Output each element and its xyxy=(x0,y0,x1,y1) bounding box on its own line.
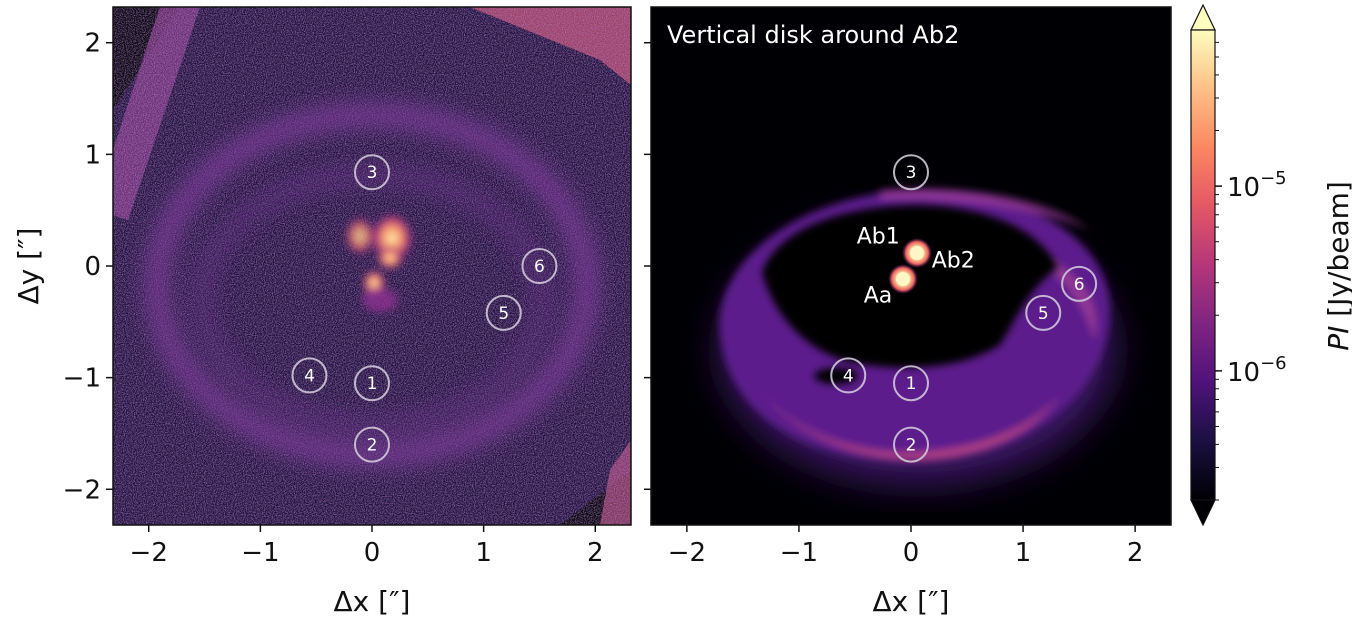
x-tick-label: 2 xyxy=(1127,538,1144,568)
region-label: 6 xyxy=(534,257,545,277)
region-circle xyxy=(354,426,390,463)
left-region-markers: 1 2 3 4 5 6 xyxy=(291,154,558,463)
left-image-panel xyxy=(113,7,631,525)
region-label: 3 xyxy=(367,163,378,183)
x-tick-label: 0 xyxy=(364,538,381,568)
region-marker-1: 1 xyxy=(893,365,929,402)
star-label-aa: Aa xyxy=(864,284,893,309)
colorbar-tick-label: 10−5 xyxy=(1227,168,1287,203)
region-circle xyxy=(1025,294,1062,331)
left-ylabel: Δy [″] xyxy=(12,228,45,305)
region-marker-2: 2 xyxy=(354,426,390,463)
x-tick-label: 1 xyxy=(1015,538,1032,568)
x-tick-label: −2 xyxy=(130,538,168,568)
region-marker-3: 3 xyxy=(893,154,929,191)
region-marker-2: 2 xyxy=(893,426,929,463)
colorbar-ticks: 10−5 10−6 xyxy=(1215,41,1287,501)
region-label: 5 xyxy=(1038,304,1049,324)
region-label: 3 xyxy=(906,163,917,183)
colorbar: 10−5 10−6 PI [Jy/beam] xyxy=(1190,3,1352,527)
region-circle xyxy=(354,154,390,191)
star-label-ab1: Ab1 xyxy=(857,225,900,250)
region-circle xyxy=(354,365,390,402)
colorbar-extend-min xyxy=(1190,499,1216,527)
right-star-labels: Ab1 Ab2 Aa xyxy=(857,225,975,309)
y-tick-label: 1 xyxy=(84,140,101,170)
region-circle xyxy=(893,154,929,191)
right-region-markers: 1 2 3 4 5 6 xyxy=(830,154,1098,463)
region-marker-4: 4 xyxy=(291,357,328,394)
region-marker-5: 5 xyxy=(485,294,522,331)
y-tick-label: 0 xyxy=(84,252,101,282)
colorbar-tick-label: 10−6 xyxy=(1227,353,1287,388)
left-axes: −2 −1 0 1 2 −2 −1 0 1 2 xyxy=(63,29,604,568)
left-xlabel: Δx [″] xyxy=(334,585,411,618)
x-tick-label: −2 xyxy=(668,538,706,568)
x-tick-label: 2 xyxy=(587,538,604,568)
x-tick-label: −1 xyxy=(780,538,818,568)
right-panel-title: Vertical disk around Ab2 xyxy=(667,21,959,49)
region-circle xyxy=(521,248,558,284)
region-circle xyxy=(291,357,328,394)
region-label: 2 xyxy=(367,436,378,456)
colorbar-gradient xyxy=(1190,29,1216,501)
region-marker-1: 1 xyxy=(354,365,390,402)
region-marker-3: 3 xyxy=(354,154,390,191)
region-label: 6 xyxy=(1074,275,1085,295)
right-image-panel xyxy=(651,7,1171,525)
x-tick-label: 0 xyxy=(903,538,920,568)
region-label: 5 xyxy=(498,304,509,324)
colorbar-extend-max xyxy=(1190,3,1216,31)
region-marker-6: 6 xyxy=(1061,265,1098,302)
star-label-ab2: Ab2 xyxy=(932,249,975,274)
region-circle xyxy=(485,294,522,331)
y-tick-label: −2 xyxy=(63,475,101,505)
right-xlabel: Δx [″] xyxy=(873,585,950,618)
colorbar-label: PI [Jy/beam] xyxy=(1322,181,1352,351)
x-tick-label: −1 xyxy=(241,538,279,568)
region-label: 4 xyxy=(304,366,315,386)
region-marker-5: 5 xyxy=(1025,294,1062,331)
region-label: 1 xyxy=(906,374,917,394)
region-label: 2 xyxy=(906,436,917,456)
region-marker-4: 4 xyxy=(830,357,867,394)
region-marker-6: 6 xyxy=(521,248,558,284)
right-axes: −2 −1 0 1 2 xyxy=(644,41,1144,568)
x-tick-label: 1 xyxy=(475,538,492,568)
region-circle xyxy=(830,357,867,394)
region-circle xyxy=(893,426,929,463)
region-circle xyxy=(1061,265,1098,302)
region-label: 1 xyxy=(367,374,378,394)
region-label: 4 xyxy=(843,366,854,386)
region-circle xyxy=(893,365,929,402)
y-tick-label: −1 xyxy=(63,364,101,394)
y-tick-label: 2 xyxy=(84,29,101,59)
